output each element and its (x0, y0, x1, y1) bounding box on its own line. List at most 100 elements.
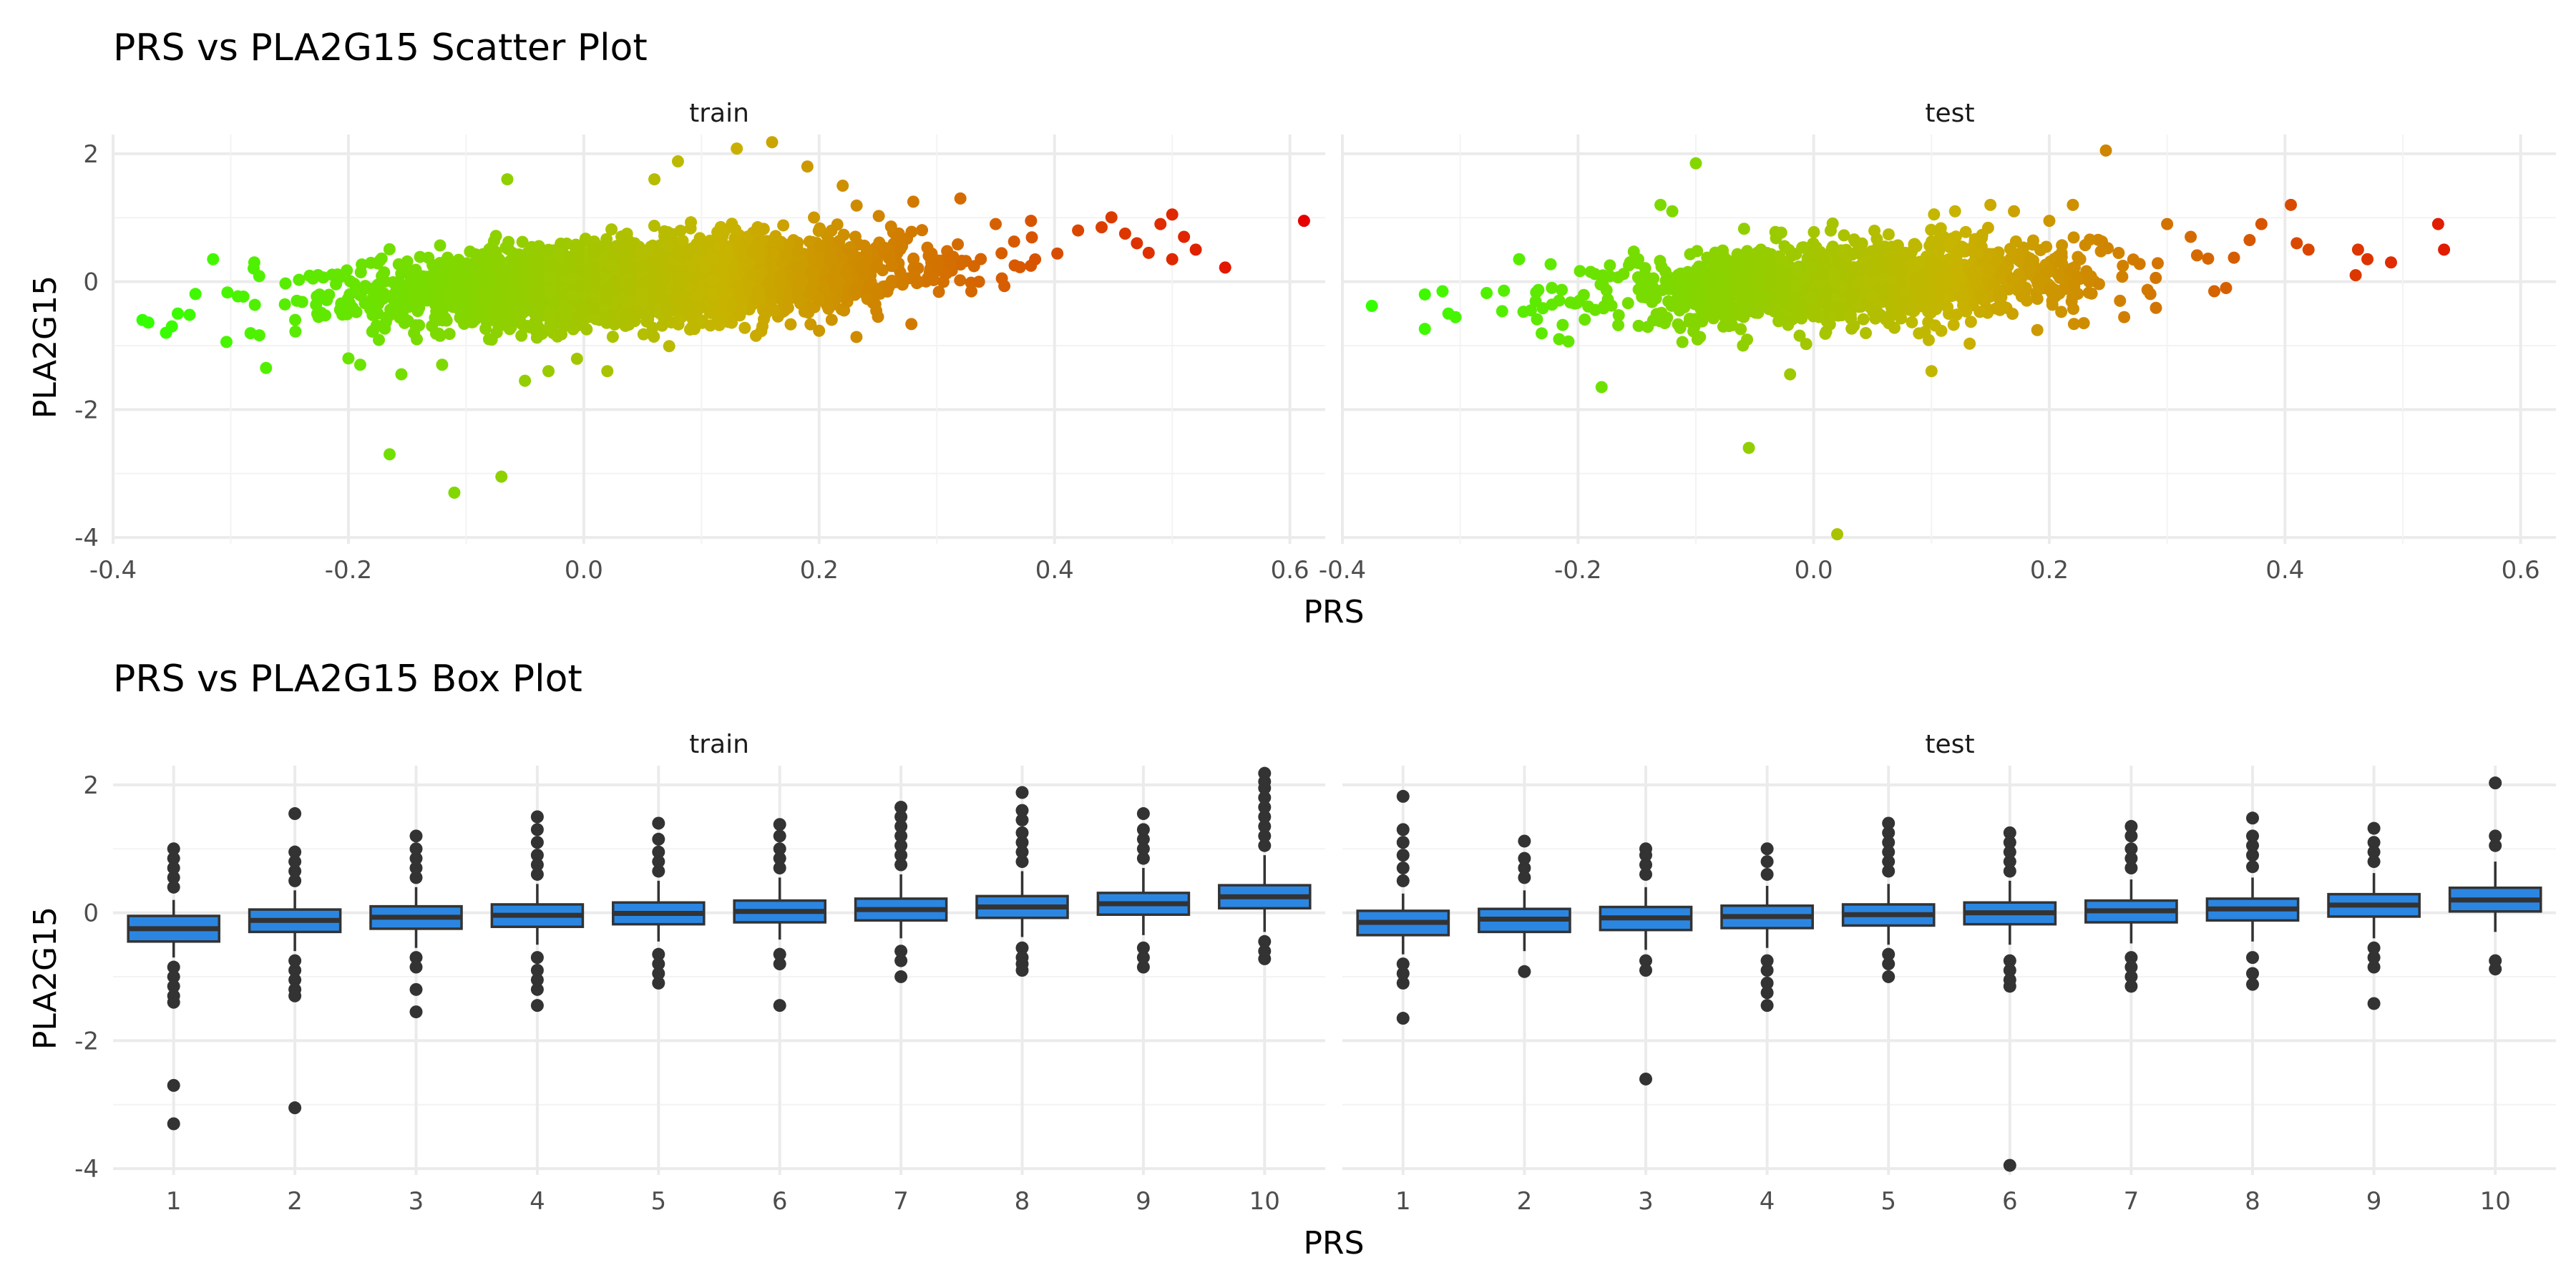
scatter-point (699, 260, 712, 273)
box-strip-train: train (689, 730, 749, 759)
scatter-point (642, 308, 655, 321)
scatter-point (1634, 273, 1647, 286)
scatter-point (2151, 257, 2164, 270)
box-x-tick-label: 4 (1760, 1187, 1775, 1216)
scatter-point (1556, 318, 1569, 331)
scatter-point (1154, 218, 1167, 230)
scatter-point (1823, 318, 1836, 331)
scatter-point (2438, 243, 2451, 256)
scatter-point (2114, 294, 2127, 307)
scatter-point (774, 275, 786, 288)
scatter-point (856, 260, 869, 273)
scatter-point (142, 316, 155, 329)
scatter-point (414, 250, 426, 263)
scatter-point (646, 321, 659, 334)
box-outlier-point (1015, 804, 1029, 817)
scatter-point (1729, 255, 1742, 268)
scatter-point (2099, 144, 2112, 157)
scatter-point (975, 253, 987, 265)
box-outlier-point (1396, 976, 1410, 990)
scatter-point (207, 253, 220, 265)
scatter-point (2207, 285, 2220, 298)
scatter-point (452, 296, 464, 309)
scatter-point (954, 274, 967, 287)
scatter-point (312, 311, 325, 323)
scatter-point (579, 233, 592, 245)
scatter-point (2361, 253, 2374, 265)
scatter-point (693, 301, 706, 314)
scatter-point (1654, 198, 1667, 211)
scatter-x-tick-label: 0.4 (2265, 556, 2304, 585)
box-x-tick-label: 7 (893, 1187, 909, 1216)
scatter-point (1768, 305, 1781, 318)
scatter-point (2290, 237, 2303, 250)
scatter-point (2161, 218, 2174, 230)
scatter-point (2068, 280, 2081, 293)
box-outlier-point (1396, 862, 1410, 874)
scatter-point (1815, 247, 1828, 260)
scatter-point (383, 448, 396, 461)
box-x-tick-label: 6 (772, 1187, 788, 1216)
box-outlier-point (1136, 960, 1150, 974)
scatter-point (825, 255, 838, 268)
box-outlier-point (530, 982, 544, 996)
scatter-point (2092, 278, 2105, 291)
scatter-point (291, 294, 303, 307)
scatter-point (479, 323, 492, 336)
scatter-point (749, 329, 762, 342)
scatter-point (353, 358, 366, 371)
scatter-point (1975, 291, 1988, 303)
scatter-point (638, 248, 650, 260)
box-outlier-point (1639, 842, 1652, 856)
scatter-point (1827, 269, 1840, 282)
scatter-point (872, 311, 884, 323)
box-outlier-point (652, 976, 665, 990)
scatter-point (752, 284, 765, 297)
scatter-point (1796, 241, 1809, 254)
scatter-x-tick-label: 0.4 (1035, 556, 1074, 585)
scatter-point (1870, 308, 1883, 321)
scatter-point (555, 328, 568, 341)
scatter-point (1984, 198, 1997, 211)
scatter-point (1008, 259, 1021, 272)
scatter-point (926, 272, 939, 285)
box-outlier-point (409, 829, 423, 843)
scatter-point (766, 287, 779, 300)
scatter-point (746, 245, 759, 258)
scatter-point (1964, 316, 1977, 328)
box-outlier-point (409, 982, 423, 996)
scatter-point (623, 277, 636, 290)
scatter-point (1562, 335, 1575, 348)
scatter-point (648, 173, 661, 186)
scatter-point (972, 275, 985, 288)
scatter-point (2082, 286, 2095, 299)
scatter-point (1984, 263, 1996, 276)
scatter-x-tick-label: 0.6 (2502, 556, 2540, 585)
scatter-point (1791, 263, 1804, 276)
scatter-point (1646, 292, 1659, 305)
scatter-point (2031, 293, 2044, 306)
box-outlier-point (1760, 999, 1774, 1013)
scatter-point (220, 336, 233, 348)
scatter-point (570, 352, 583, 365)
scatter-point (777, 219, 790, 232)
scatter-point (618, 309, 631, 322)
scatter-point (2077, 317, 2090, 330)
box-outlier-point (530, 823, 544, 836)
scatter-point (545, 271, 557, 284)
scatter-point (768, 303, 781, 316)
scatter-point (1689, 157, 1702, 170)
box-outlier-point (288, 1101, 302, 1115)
box-outlier-point (288, 807, 302, 821)
box-outlier-point (1518, 834, 1531, 848)
scatter-point (1131, 237, 1143, 250)
box-outlier-point (530, 836, 544, 849)
scatter-point (2043, 283, 2056, 296)
scatter-point (755, 234, 768, 247)
scatter-point (1625, 257, 1638, 270)
scatter-point (1096, 221, 1108, 234)
scatter-point (379, 322, 391, 335)
box-x-tick-label: 1 (1395, 1187, 1411, 1216)
scatter-point (260, 361, 273, 374)
scatter-point (1742, 441, 1755, 454)
